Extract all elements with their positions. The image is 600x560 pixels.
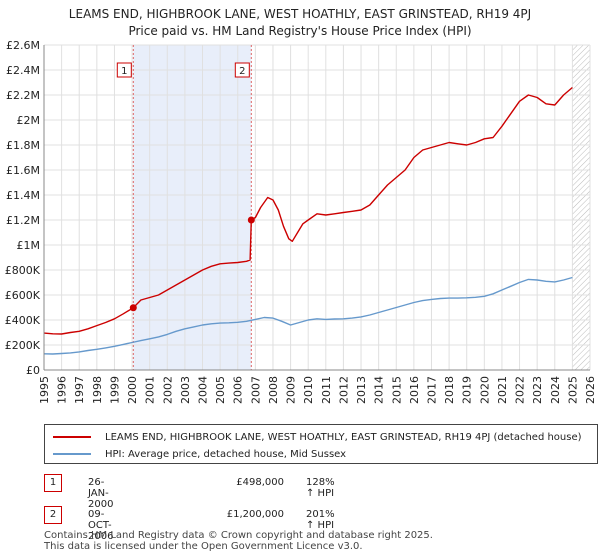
legend-swatch-property bbox=[53, 436, 91, 438]
x-tick-label: 1995 bbox=[38, 376, 51, 404]
y-tick-label: £1.8M bbox=[6, 139, 40, 152]
x-tick-label: 2015 bbox=[390, 376, 403, 404]
y-tick-label: £2M bbox=[17, 114, 41, 127]
x-tick-label: 2002 bbox=[161, 376, 174, 404]
y-tick-label: £400K bbox=[5, 314, 41, 327]
legend-swatch-hpi bbox=[53, 453, 91, 455]
y-tick-label: £2.2M bbox=[6, 89, 40, 102]
x-tick-label: 2017 bbox=[425, 376, 438, 404]
sale-point bbox=[129, 304, 137, 312]
y-tick-label: £1.4M bbox=[6, 189, 40, 202]
chart-title-line1: LEAMS END, HIGHBROOK LANE, WEST HOATHLY,… bbox=[68, 7, 532, 21]
legend-label-hpi: HPI: Average price, detached house, Mid … bbox=[105, 448, 347, 460]
sale-marker-box bbox=[116, 62, 132, 78]
sale-hpi-change: 128% ↑ HPI bbox=[306, 477, 335, 499]
legend-label-property: LEAMS END, HIGHBROOK LANE, WEST HOATHLY,… bbox=[105, 431, 582, 443]
y-tick-label: £800K bbox=[5, 264, 41, 277]
sale-date: 09-OCT-2006 bbox=[88, 509, 114, 542]
sale-marker-box bbox=[234, 62, 250, 78]
x-tick-label: 2006 bbox=[232, 376, 245, 404]
hatched-region bbox=[572, 45, 590, 370]
x-tick-label: 2020 bbox=[478, 376, 491, 404]
sale-marker-label: 2 bbox=[44, 506, 62, 524]
x-tick-label: 2025 bbox=[566, 376, 579, 404]
footer-licence: This data is licensed under the Open Gov… bbox=[44, 541, 363, 552]
x-tick-label: 2021 bbox=[496, 376, 509, 404]
x-tick-label: 2026 bbox=[584, 376, 597, 404]
x-tick-label: 2007 bbox=[249, 376, 262, 404]
x-tick-label: 2005 bbox=[214, 376, 227, 404]
footer: Contains HM Land Registry data © Crown c… bbox=[44, 530, 433, 552]
y-tick-label: £200K bbox=[5, 339, 41, 352]
x-tick-label: 2016 bbox=[408, 376, 421, 404]
y-tick-label: £0 bbox=[26, 364, 40, 377]
y-tick-label: £2.4M bbox=[6, 64, 40, 77]
x-tick-label: 2008 bbox=[267, 376, 280, 404]
x-tick-label: 2004 bbox=[197, 376, 210, 404]
price-chart: 1 2 £0 £200K £400K £600K £800K £1M £1.2M £1.4M £1… bbox=[5, 39, 597, 404]
chart-legend: LEAMS END, HIGHBROOK LANE, WEST HOATHLY,… bbox=[44, 424, 598, 464]
x-tick-label: 1999 bbox=[108, 376, 121, 404]
x-tick-label: 2018 bbox=[443, 376, 456, 404]
x-tick-label: 2009 bbox=[285, 376, 298, 404]
legend-item-hpi: HPI: Average price, detached house, Mid … bbox=[53, 446, 346, 462]
x-tick-label: 2019 bbox=[461, 376, 474, 404]
chart-subtitle: Price paid vs. HM Land Registry's House … bbox=[128, 24, 472, 38]
footer-copyright: Contains HM Land Registry data © Crown c… bbox=[44, 530, 433, 541]
x-tick-label: 2001 bbox=[144, 376, 157, 404]
sale-marker-label: 2 bbox=[239, 66, 245, 77]
x-tick-label: 2022 bbox=[514, 376, 527, 404]
x-tick-label: 2012 bbox=[337, 376, 350, 404]
y-tick-label: £1M bbox=[17, 239, 41, 252]
shaded-ownership-span bbox=[133, 45, 252, 370]
x-tick-label: 1998 bbox=[91, 376, 104, 404]
series-line-property bbox=[43, 86, 573, 335]
sale-date: 26-JAN-2000 bbox=[88, 477, 114, 510]
sale-hpi-change: 201% ↑ HPI bbox=[306, 509, 335, 531]
sale-marker-label: 1 bbox=[121, 66, 127, 77]
y-tick-label: £2.6M bbox=[6, 39, 40, 52]
x-tick-label: 1996 bbox=[56, 376, 69, 404]
plot-area bbox=[44, 45, 590, 370]
x-tick-label: 2003 bbox=[179, 376, 192, 404]
sale-price: £1,200,000 bbox=[226, 509, 284, 520]
series-line-hpi bbox=[43, 276, 573, 355]
y-tick-label: £1.2M bbox=[6, 214, 40, 227]
chart-title: LEAMS END, HIGHBROOK LANE, WEST HOATHLY,… bbox=[0, 6, 600, 40]
x-tick-label: 2013 bbox=[355, 376, 368, 404]
x-tick-label: 2010 bbox=[302, 376, 315, 404]
x-tick-label: 2014 bbox=[373, 376, 386, 404]
x-tick-label: 2000 bbox=[126, 376, 139, 404]
x-tick-label: 2023 bbox=[531, 376, 544, 404]
legend-item-property: LEAMS END, HIGHBROOK LANE, WEST HOATHLY,… bbox=[53, 429, 582, 445]
sale-price: £498,000 bbox=[236, 477, 284, 488]
sale-point bbox=[247, 216, 255, 224]
y-tick-label: £1.6M bbox=[6, 164, 40, 177]
x-tick-label: 2011 bbox=[320, 376, 333, 404]
x-tick-label: 1997 bbox=[73, 376, 86, 404]
sale-marker-label: 1 bbox=[44, 474, 62, 492]
x-tick-label: 2024 bbox=[549, 376, 562, 404]
y-tick-label: £600K bbox=[5, 289, 41, 302]
